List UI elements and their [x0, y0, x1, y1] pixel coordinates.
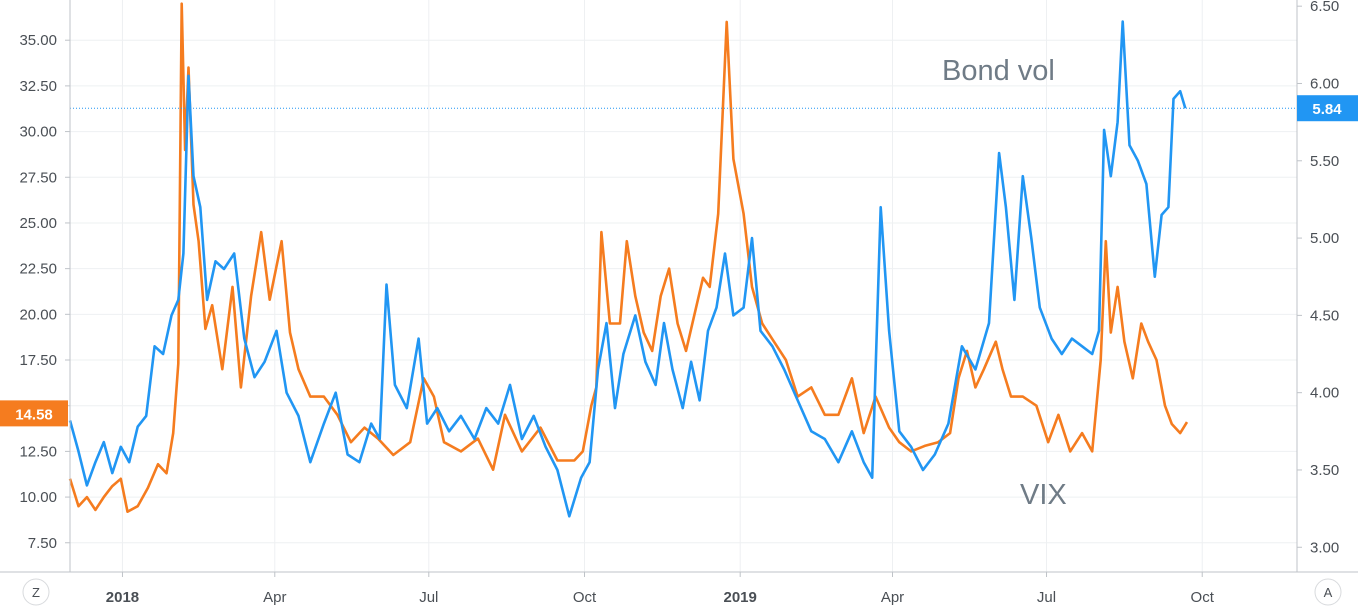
x-tick-label: Jul — [419, 589, 438, 606]
series-line-bond-vol — [68, 20, 1187, 518]
left-scale-button[interactable]: Z — [22, 578, 50, 606]
x-tick-label: Oct — [1191, 589, 1215, 606]
left-tick-label: 20.00 — [19, 306, 57, 323]
left-tick-label: 27.50 — [19, 169, 57, 186]
left-tick-label: 10.00 — [19, 489, 57, 506]
right-axis-ticks: 3.00 3.50 4.00 4.50 5.00 5.50 6.00 6.50 — [1297, 0, 1339, 556]
x-tick-label: 2018 — [106, 589, 139, 606]
left-tick-label: 30.00 — [19, 124, 57, 141]
left-tick-label: 25.00 — [19, 215, 57, 232]
left-tick-label: 12.50 — [19, 443, 57, 460]
x-axis-ticks: 2018 Apr Jul Oct 2019 Apr Jul Oct — [106, 572, 1215, 606]
left-tick-label: 32.50 — [19, 78, 57, 95]
series-layer — [68, 2, 1189, 518]
x-tick-label: Apr — [263, 589, 286, 606]
chart-grid — [70, 0, 1297, 572]
x-tick-label: Oct — [573, 589, 597, 606]
series-line-vix — [68, 2, 1189, 513]
bond-vol-last-value: 5.84 — [1312, 101, 1342, 118]
right-scale-button-label: A — [1324, 585, 1333, 600]
left-axis-ticks: 7.5010.0012.5015.0017.5020.0022.5025.002… — [19, 32, 70, 552]
annotation-vix: VIX — [1020, 479, 1067, 511]
x-tick-label: Apr — [881, 589, 904, 606]
vix-last-value: 14.58 — [15, 406, 53, 423]
right-tick-label: 3.50 — [1310, 462, 1339, 479]
right-tick-label: 4.50 — [1310, 307, 1339, 324]
left-scale-button-label: Z — [32, 585, 40, 600]
right-tick-label: 3.00 — [1310, 539, 1339, 556]
left-tick-label: 7.50 — [28, 535, 57, 552]
annotation-bond-vol: Bond vol — [942, 55, 1055, 87]
x-tick-label: Jul — [1037, 589, 1056, 606]
right-tick-label: 5.00 — [1310, 230, 1339, 247]
right-tick-label: 6.50 — [1310, 0, 1339, 15]
x-tick-label: 2019 — [724, 589, 757, 606]
right-scale-button[interactable]: A — [1314, 578, 1342, 606]
left-tick-label: 17.50 — [19, 352, 57, 369]
left-tick-label: 22.50 — [19, 261, 57, 278]
right-tick-label: 6.00 — [1310, 75, 1339, 92]
bond-vol-last-value-badge: 5.84 — [1297, 95, 1358, 122]
right-tick-label: 5.50 — [1310, 153, 1339, 170]
right-tick-label: 4.00 — [1310, 385, 1339, 402]
left-tick-label: 35.00 — [19, 32, 57, 49]
vix-last-value-badge: 14.58 — [0, 400, 68, 427]
